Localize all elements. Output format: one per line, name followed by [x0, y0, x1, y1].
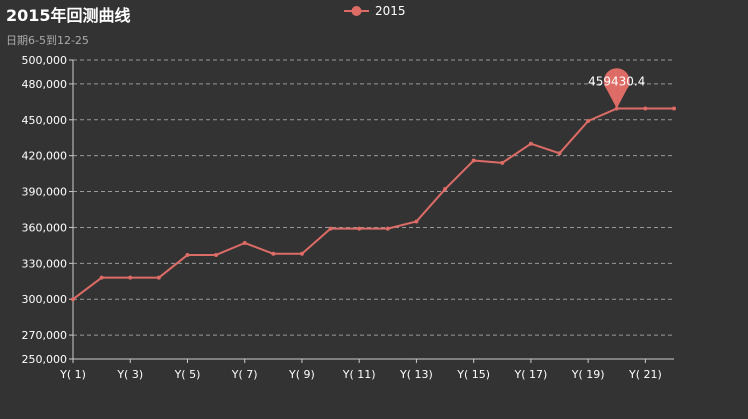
data-point	[672, 106, 676, 111]
data-point	[214, 252, 219, 257]
x-tick-label: Y( 21)	[628, 368, 662, 381]
data-point	[328, 226, 333, 231]
y-tick-label: 360,000	[22, 221, 68, 234]
y-tick-label: 500,000	[22, 54, 68, 67]
x-tick-label: Y( 7)	[231, 368, 258, 381]
map-pin-icon	[603, 68, 630, 109]
data-point	[385, 226, 390, 231]
series-2015	[71, 106, 676, 302]
chart-title: 2015年回测曲线	[6, 6, 131, 25]
x-tick-label: Y( 15)	[456, 368, 490, 381]
data-point	[586, 118, 591, 123]
data-point	[185, 252, 190, 257]
y-tick-label: 450,000	[22, 114, 68, 127]
x-tick-label: Y( 11)	[342, 368, 376, 381]
series-line	[72, 107, 674, 300]
data-point	[156, 275, 161, 280]
x-tick-label: Y( 17)	[514, 368, 548, 381]
data-point	[299, 251, 304, 256]
data-point	[528, 141, 533, 146]
legend[interactable]: 2015	[344, 4, 406, 18]
chart-subtitle: 日期6-5到12-25	[6, 34, 89, 47]
y-tick-label: 270,000	[22, 329, 68, 342]
y-tick-label: 250,000	[22, 353, 68, 366]
y-tick-label: 480,000	[22, 78, 68, 91]
x-tick-label: Y( 1)	[59, 368, 86, 381]
mark-point-label: 459430.4	[588, 75, 645, 89]
data-point	[414, 219, 419, 224]
data-point	[271, 251, 276, 256]
data-point	[557, 151, 562, 156]
legend-circle-icon	[351, 6, 362, 16]
mark-point: 459430.4	[588, 68, 645, 109]
data-point	[71, 297, 75, 302]
data-point	[643, 106, 648, 111]
x-tick-label: Y( 19)	[571, 368, 605, 381]
data-point	[128, 275, 133, 280]
y-tick-label: 390,000	[22, 186, 68, 199]
grid-lines	[73, 59, 674, 336]
data-point	[443, 187, 448, 192]
x-tick-label: Y( 13)	[399, 368, 433, 381]
data-point	[500, 160, 505, 165]
x-tick-label: Y( 9)	[288, 368, 315, 381]
x-tick-label: Y( 3)	[116, 368, 143, 381]
y-tick-label: 420,000	[22, 150, 68, 163]
y-tick-label: 300,000	[22, 293, 68, 306]
data-point	[357, 226, 362, 231]
data-point	[471, 158, 476, 163]
axes: 250,000 270,000 300,000 330,000 360,000 390,0…	[22, 54, 674, 381]
data-point	[242, 240, 247, 245]
legend-label: 2015	[375, 4, 406, 18]
x-tick-label: Y( 5)	[174, 368, 201, 381]
data-point	[99, 275, 104, 280]
y-tick-label: 330,000	[22, 257, 68, 270]
